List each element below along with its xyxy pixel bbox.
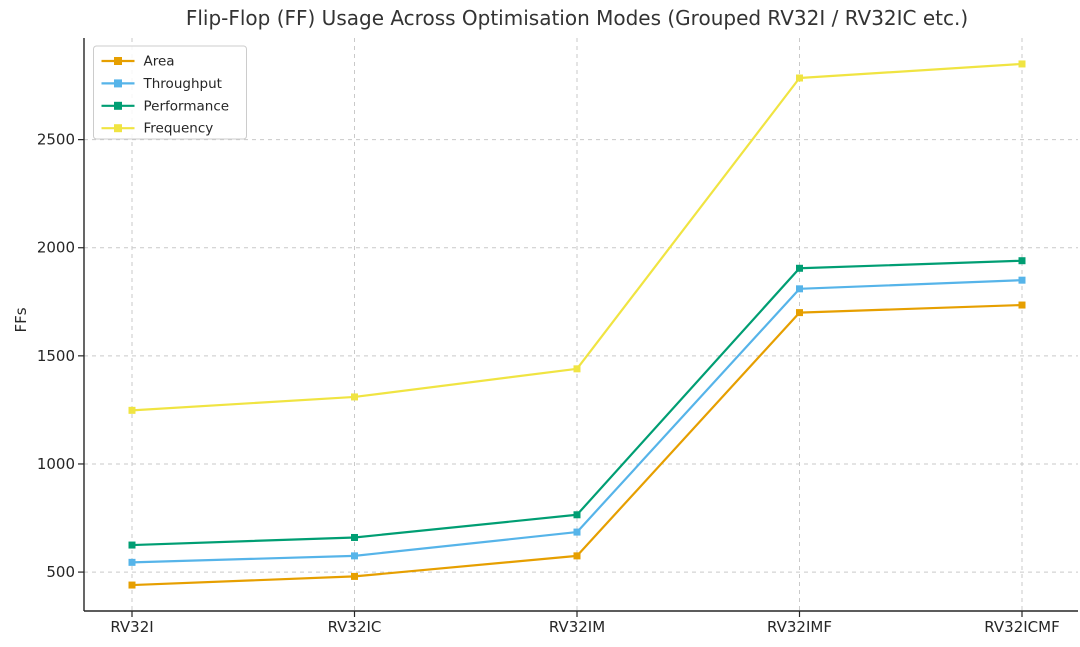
y-axis-label: FFs bbox=[12, 307, 30, 333]
legend-label-area: Area bbox=[144, 54, 175, 70]
data-point-marker bbox=[796, 309, 803, 317]
y-tick-label: 500 bbox=[46, 563, 75, 581]
legend-swatch-marker-performance bbox=[114, 101, 122, 110]
data-point-marker bbox=[1018, 60, 1026, 68]
legend-swatch-marker-frequency bbox=[114, 124, 122, 133]
data-point-marker bbox=[573, 552, 581, 560]
data-point-marker bbox=[128, 558, 136, 566]
data-point-marker bbox=[128, 541, 136, 549]
data-point-marker bbox=[1018, 257, 1026, 265]
legend-swatch-marker-area bbox=[114, 57, 122, 65]
data-point-marker bbox=[573, 365, 581, 373]
x-tick-label: RV32IM bbox=[549, 618, 605, 636]
data-point-marker bbox=[351, 393, 358, 401]
legend-label-frequency: Frequency bbox=[144, 121, 214, 137]
y-tick-label: 1500 bbox=[37, 347, 75, 365]
data-point-marker bbox=[128, 581, 136, 589]
data-point-marker bbox=[351, 552, 358, 560]
y-tick-label: 2500 bbox=[37, 131, 75, 149]
data-point-marker bbox=[796, 285, 803, 293]
legend-label-performance: Performance bbox=[144, 98, 230, 114]
legend bbox=[93, 45, 247, 140]
data-point-marker bbox=[351, 533, 358, 541]
legend-swatch-marker-throughput bbox=[114, 79, 122, 88]
legend-label-throughput: Throughput bbox=[143, 76, 222, 92]
data-point-marker bbox=[796, 74, 803, 82]
data-point-marker bbox=[573, 528, 581, 536]
chart-title: Flip-Flop (FF) Usage Across Optimisation… bbox=[185, 6, 969, 30]
data-point-marker bbox=[1018, 301, 1026, 309]
x-tick-label: RV32IC bbox=[328, 618, 382, 636]
data-point-marker bbox=[573, 511, 581, 519]
data-point-marker bbox=[1018, 276, 1026, 284]
data-point-marker bbox=[796, 264, 803, 272]
x-tick-label: RV32IMF bbox=[767, 618, 832, 636]
x-tick-label: RV32ICMF bbox=[984, 618, 1059, 636]
data-point-marker bbox=[128, 406, 136, 414]
x-tick-label: RV32I bbox=[110, 618, 153, 636]
y-tick-label: 2000 bbox=[37, 239, 75, 257]
y-tick-label: 1000 bbox=[37, 455, 75, 473]
data-point-marker bbox=[351, 572, 358, 580]
